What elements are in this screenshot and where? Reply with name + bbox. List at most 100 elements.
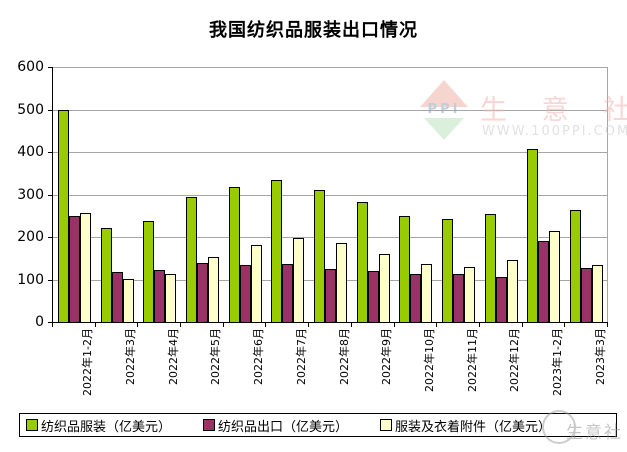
x-category-label-2022年12月: 2022年12月 — [508, 328, 522, 392]
legend-label-3: 服装及衣着附件（亿美元） — [395, 419, 552, 435]
x-tick-12 — [564, 323, 566, 327]
bar-2022年5月-series2 — [196, 262, 208, 323]
y-tick-600 — [48, 67, 52, 68]
bar-2023年3月-series2 — [581, 267, 593, 323]
bar-2022年12月-series3 — [506, 259, 518, 323]
bar-2022年11月-series2 — [453, 273, 465, 323]
bar-2022年5月-series1 — [185, 197, 197, 323]
x-category-label-2022年3月: 2022年3月 — [124, 328, 138, 385]
bar-2022年12月-series2 — [495, 276, 507, 323]
legend-swatch-1 — [26, 419, 38, 431]
gridline-500 — [52, 109, 607, 111]
bar-2022年6月-series2 — [239, 265, 251, 323]
x-category-label-2022年6月: 2022年6月 — [252, 328, 266, 385]
y-tick-100 — [48, 279, 52, 281]
legend-swatch-2 — [203, 419, 216, 431]
watermark-site-name: 生 意 社 — [480, 95, 627, 126]
bar-2023年1-2月-series1 — [527, 148, 539, 323]
bar-2022年3月-series2 — [111, 271, 123, 323]
y-tick-label-400: 400 — [17, 144, 44, 160]
stamp-text: 生意社 — [566, 423, 623, 443]
bar-2022年9月-series1 — [356, 202, 368, 323]
watermark-stamp: 生意社 — [540, 406, 627, 452]
ppi-logo-icon: PPI — [418, 80, 470, 142]
y-tick-200 — [48, 237, 52, 238]
x-category-label-2022年1-2月: 2022年1-2月 — [81, 328, 95, 396]
legend-label-1: 纺织品服装（亿美元） — [41, 419, 172, 435]
x-category-label-2023年1-2月: 2023年1-2月 — [550, 328, 564, 396]
bar-2022年8月-series2 — [325, 268, 336, 323]
bar-2022年11月-series1 — [442, 218, 454, 323]
bar-2023年1-2月-series3 — [549, 230, 561, 323]
bar-2022年12月-series1 — [484, 214, 496, 323]
y-tick-label-200: 200 — [17, 229, 44, 245]
bar-2022年4月-series2 — [154, 269, 166, 323]
x-tick-5 — [265, 323, 267, 327]
logo-ppi-text: PPI — [427, 102, 461, 117]
x-tick-2 — [137, 323, 139, 327]
x-category-label-2022年7月: 2022年7月 — [294, 328, 308, 385]
bar-2022年1-2月-series2 — [68, 215, 80, 323]
bar-2022年3月-series1 — [100, 228, 112, 323]
gridline-300 — [52, 194, 607, 196]
x-tick-3 — [180, 323, 182, 327]
y-tick-0 — [48, 322, 52, 323]
gridline-400 — [52, 152, 607, 153]
x-tick-6 — [308, 323, 310, 327]
legend-item-2: 纺织品出口（亿美元） — [203, 416, 348, 435]
y-tick-label-600: 600 — [17, 59, 44, 75]
watermark-site-url: WWW.100PPI.COM — [482, 124, 627, 139]
x-tick-0 — [52, 323, 53, 327]
watermark-top: PPI 生 意 社 WWW.100PPI.COM — [418, 80, 627, 150]
x-category-label-2022年5月: 2022年5月 — [209, 328, 223, 385]
gridline-600 — [52, 67, 607, 68]
bar-2022年7月-series3 — [293, 238, 305, 323]
y-tick-label-500: 500 — [17, 101, 44, 118]
x-tick-4 — [222, 323, 224, 327]
x-category-label-2022年10月: 2022年10月 — [422, 328, 436, 392]
y-tick-label-300: 300 — [17, 186, 44, 203]
bar-2022年9月-series3 — [378, 254, 390, 323]
legend-swatch-3 — [380, 419, 393, 431]
x-category-label-2022年8月: 2022年8月 — [337, 328, 351, 385]
logo-diamond-shape — [424, 118, 464, 140]
y-tick-label-0: 0 — [35, 314, 44, 330]
y-tick-300 — [48, 194, 52, 196]
plot-area — [52, 67, 608, 323]
bar-2023年1-2月-series2 — [538, 240, 550, 323]
x-category-label-2023年3月: 2023年3月 — [593, 328, 607, 385]
bar-2022年8月-series3 — [336, 242, 347, 323]
legend: 纺织品服装（亿美元） 纺织品出口（亿美元） 服装及衣着附件（亿美元） — [19, 413, 617, 437]
x-tick-11 — [521, 323, 523, 327]
bar-2022年8月-series1 — [314, 189, 325, 323]
y-tick-500 — [48, 109, 52, 111]
bar-2022年7月-series1 — [271, 180, 283, 323]
x-tick-7 — [350, 323, 352, 327]
logo-roof-shape — [420, 80, 468, 107]
stamp-circle-icon — [542, 410, 576, 444]
gridline-200 — [52, 237, 607, 238]
chart-title: 我国纺织品服装出口情况 — [209, 20, 418, 41]
y-axis — [52, 67, 53, 323]
x-category-label-2022年9月: 2022年9月 — [380, 328, 394, 385]
bar-2022年11月-series3 — [464, 266, 476, 323]
x-category-label-2022年11月: 2022年11月 — [465, 328, 479, 392]
bar-2023年3月-series1 — [570, 210, 582, 323]
x-tick-1 — [94, 323, 96, 327]
bar-2022年1-2月-series3 — [79, 213, 91, 323]
x-tick-13 — [607, 323, 608, 327]
bar-2022年6月-series3 — [250, 245, 262, 323]
y-tick-400 — [48, 152, 52, 153]
legend-item-3: 服装及衣着附件（亿美元） — [380, 416, 551, 435]
bar-2022年3月-series3 — [122, 278, 134, 323]
x-tick-8 — [393, 323, 395, 327]
bar-2022年4月-series1 — [143, 220, 155, 323]
bar-2022年10月-series1 — [399, 215, 411, 323]
bar-2022年10月-series3 — [421, 263, 433, 323]
bar-2022年10月-series2 — [410, 273, 422, 323]
x-axis — [52, 322, 608, 323]
bar-2022年6月-series1 — [228, 187, 240, 323]
x-tick-9 — [436, 323, 438, 327]
x-category-label-2022年4月: 2022年4月 — [166, 328, 180, 385]
x-tick-10 — [478, 323, 480, 327]
